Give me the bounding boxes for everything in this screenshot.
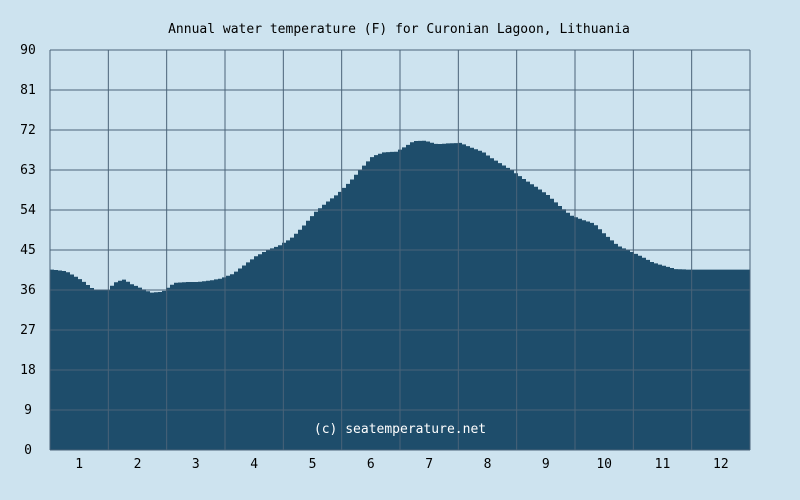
x-axis-ticks: 1 2 3 4 5 6 7 8 9 10 11 12 (75, 457, 728, 472)
x-tick-label: 6 (367, 457, 375, 472)
y-axis-ticks: 0 9 18 27 36 45 54 63 72 81 90 (20, 43, 36, 458)
y-tick-label: 54 (20, 203, 36, 218)
x-tick-label: 9 (542, 457, 550, 472)
credit-annotation: (c) seatemperature.net (314, 422, 486, 437)
x-tick-label: 4 (250, 457, 258, 472)
x-tick-label: 10 (596, 457, 612, 472)
x-tick-label: 1 (75, 457, 83, 472)
x-tick-label: 11 (655, 457, 671, 472)
x-tick-label: 7 (425, 457, 433, 472)
chart-title: Annual water temperature (F) for Curonia… (168, 22, 630, 37)
y-tick-label: 27 (20, 323, 36, 338)
y-tick-label: 9 (24, 403, 32, 418)
y-tick-label: 63 (20, 163, 36, 178)
y-tick-label: 45 (20, 243, 36, 258)
x-tick-label: 12 (713, 457, 729, 472)
y-tick-label: 18 (20, 363, 36, 378)
x-tick-label: 5 (309, 457, 317, 472)
y-tick-label: 81 (20, 83, 36, 98)
x-tick-label: 8 (484, 457, 492, 472)
x-tick-label: 2 (134, 457, 142, 472)
y-tick-label: 0 (24, 443, 32, 458)
y-tick-label: 72 (20, 123, 36, 138)
y-tick-label: 36 (20, 283, 36, 298)
x-tick-label: 3 (192, 457, 200, 472)
grid-layer (49, 49, 751, 451)
y-tick-label: 90 (20, 43, 36, 58)
